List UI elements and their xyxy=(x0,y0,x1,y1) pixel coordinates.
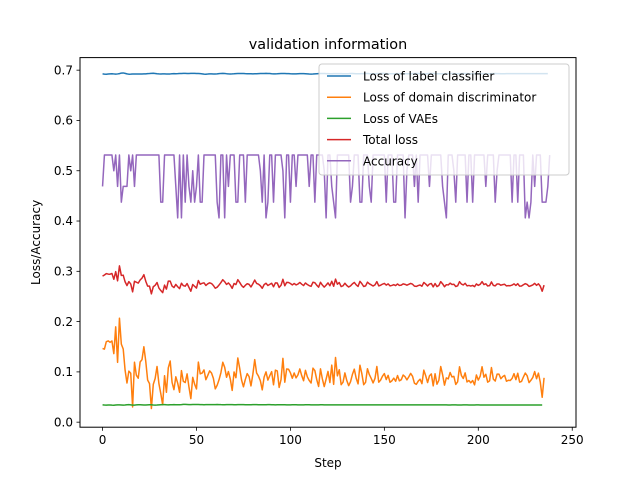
x-tick-label: 50 xyxy=(189,433,204,447)
legend-entry-label: Loss of label classifier xyxy=(363,70,494,84)
legend-entry-label: Loss of domain discriminator xyxy=(363,91,536,105)
x-tick-label: 0 xyxy=(99,433,107,447)
legend-box xyxy=(318,63,570,176)
x-tick-label: 250 xyxy=(561,433,584,447)
legend-entry-label: Total loss xyxy=(362,133,418,147)
legend-entry-label: Accuracy xyxy=(363,154,418,168)
series-line-4 xyxy=(102,265,545,295)
y-tick-label: 0.1 xyxy=(54,365,73,379)
x-tick-label: 100 xyxy=(279,433,302,447)
y-tick-label: 0.7 xyxy=(54,63,73,77)
series-line-2 xyxy=(102,317,545,410)
y-tick-label: 0.2 xyxy=(54,315,73,329)
y-tick-label: 0.0 xyxy=(54,415,73,429)
series-line-3 xyxy=(102,403,543,407)
y-tick-label: 0.6 xyxy=(54,114,73,128)
y-axis-label: Loss/Accuracy xyxy=(29,200,43,285)
legend-entry-label: Loss of VAEs xyxy=(363,112,438,126)
y-tick-label: 0.4 xyxy=(54,214,73,228)
chart-title: validation information xyxy=(249,37,407,53)
axes-frame xyxy=(79,57,577,428)
x-axis-label: Step xyxy=(314,456,341,470)
legend: Loss of label classifier Loss of domain d… xyxy=(318,63,570,176)
x-axis: 0 50 100 150 200 250 xyxy=(99,427,584,447)
x-tick-label: 200 xyxy=(467,433,490,447)
y-axis: 0.0 0.1 0.2 0.3 0.4 0.5 0.6 0.7 xyxy=(54,63,80,429)
y-tick-label: 0.3 xyxy=(54,265,73,279)
y-tick-label: 0.5 xyxy=(54,164,73,178)
x-tick-label: 150 xyxy=(373,433,396,447)
